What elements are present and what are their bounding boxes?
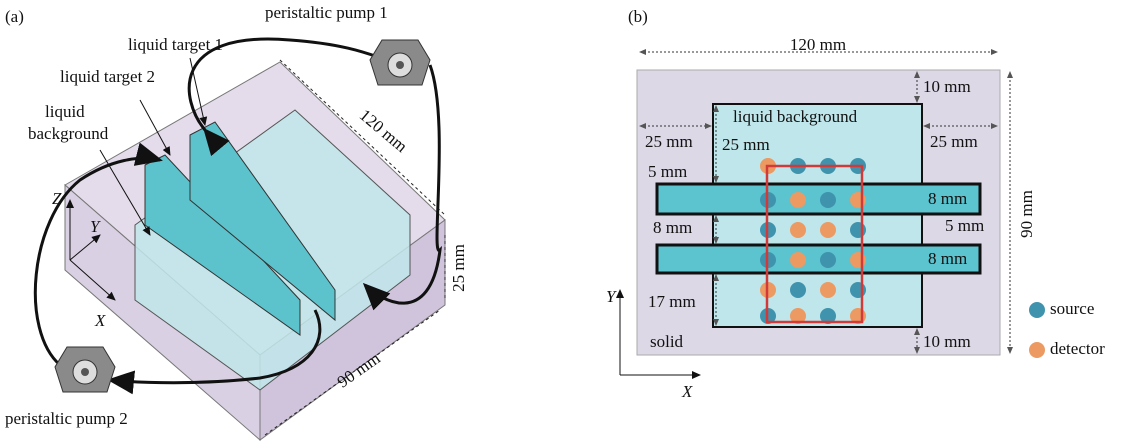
dim-label: 25 mm — [930, 132, 978, 151]
pump-label: peristaltic pump 1 — [265, 3, 388, 22]
detector — [820, 222, 836, 238]
panel-b: (b) 120 mm 10 mm liquid background 25 mm… — [606, 7, 1105, 401]
axis-label: X — [681, 382, 693, 401]
pump-2 — [55, 347, 115, 392]
legend-label: detector — [1050, 339, 1105, 358]
dim-label: 90 mm — [1017, 190, 1036, 238]
region-label: solid — [650, 332, 684, 351]
background-label: background — [28, 124, 109, 143]
target-label: liquid target 1 — [128, 35, 223, 54]
axis-label: Y — [90, 217, 101, 236]
source — [820, 192, 836, 208]
pump-1 — [370, 40, 430, 85]
dim-label: 25 mm — [645, 132, 693, 151]
axis-label: X — [94, 311, 106, 330]
dim-label: 10 mm — [923, 77, 971, 96]
region-label: liquid background — [733, 107, 858, 126]
detector — [790, 192, 806, 208]
axis-label: Y — [606, 287, 617, 306]
detector — [790, 222, 806, 238]
figure: (a) peristaltic pump 1 liquid target 1 l… — [0, 0, 1142, 441]
source — [850, 282, 866, 298]
legend-label: source — [1050, 299, 1094, 318]
panel-label: (a) — [5, 7, 24, 26]
source — [850, 222, 866, 238]
detector — [820, 282, 836, 298]
source — [820, 252, 836, 268]
dim-label: 5 mm — [648, 162, 687, 181]
detector — [790, 252, 806, 268]
dim-label: 25 mm — [722, 135, 770, 154]
detector — [850, 252, 866, 268]
background-label: liquid — [45, 102, 85, 121]
target-label: liquid target 2 — [60, 67, 155, 86]
detector — [850, 192, 866, 208]
dim-label: 8 mm — [653, 218, 692, 237]
pump-label: peristaltic pump 2 — [5, 409, 128, 428]
dim-label: 17 mm — [648, 292, 696, 311]
dim-label: 25 mm — [449, 244, 468, 292]
dim-label: 120 mm — [790, 35, 846, 54]
panel-label: (b) — [628, 7, 648, 26]
dim-label: 8 mm — [928, 189, 967, 208]
legend-swatch — [1029, 302, 1045, 318]
axis-label: Z — [52, 189, 62, 208]
source — [790, 282, 806, 298]
dim-label: 8 mm — [928, 249, 967, 268]
legend-swatch — [1029, 342, 1045, 358]
panel-a: (a) peristaltic pump 1 liquid target 1 l… — [5, 3, 468, 440]
dim-label: 10 mm — [923, 332, 971, 351]
dim-label: 5 mm — [945, 216, 984, 235]
